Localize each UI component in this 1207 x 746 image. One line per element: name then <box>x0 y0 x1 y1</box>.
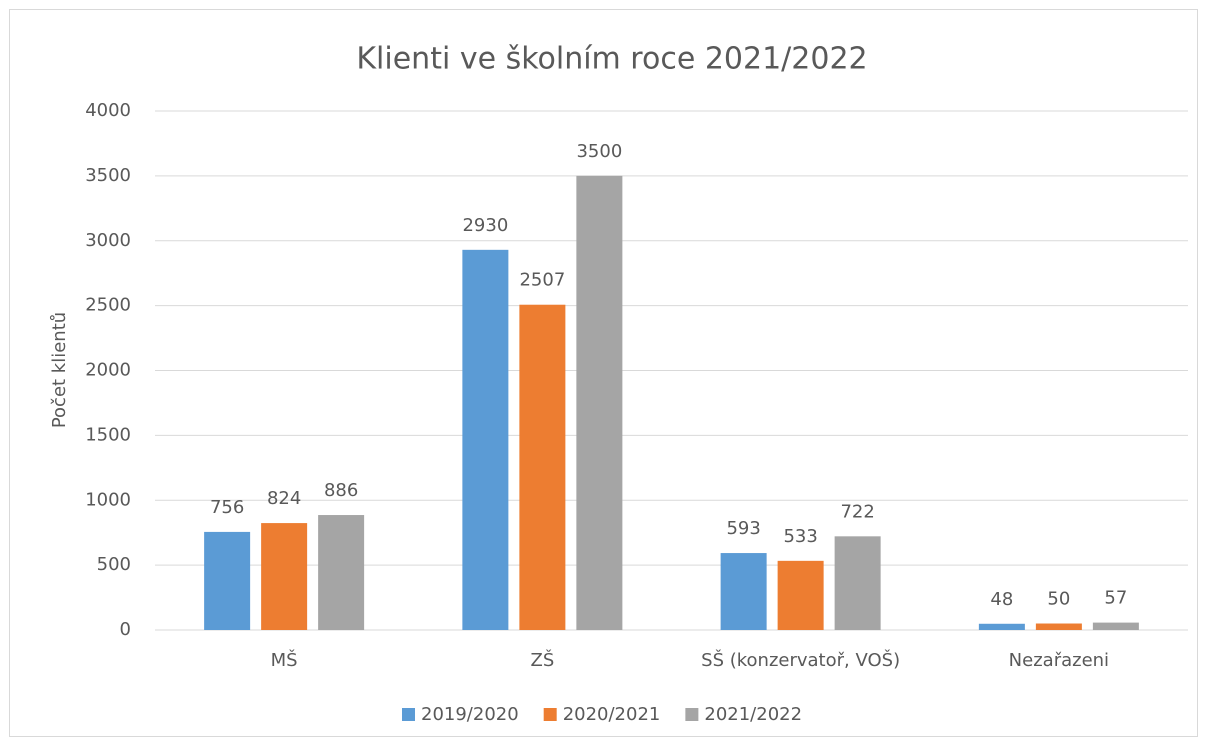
y-tick-label: 2000 <box>85 360 131 381</box>
x-tick-label: ZŠ <box>530 649 554 671</box>
data-label: 50 <box>1047 589 1070 610</box>
bar <box>261 523 308 630</box>
data-label: 2930 <box>462 215 508 236</box>
data-label: 824 <box>267 488 301 509</box>
bar <box>462 249 509 630</box>
chart-title: Klienti ve školním roce 2021/2022 <box>356 42 867 77</box>
data-label: 533 <box>783 526 817 547</box>
legend-swatch <box>402 708 415 721</box>
bar <box>777 560 824 630</box>
y-tick-label: 3000 <box>85 230 131 251</box>
bar <box>204 531 251 630</box>
x-tick-label: SŠ (konzervatoř, VOŠ) <box>701 649 900 671</box>
x-tick-label: Nezařazeni <box>1009 650 1109 671</box>
y-tick-label: 1500 <box>85 424 131 445</box>
y-tick-label: 2500 <box>85 295 131 316</box>
data-label: 48 <box>990 589 1013 610</box>
data-label: 722 <box>840 501 874 522</box>
data-label: 756 <box>210 497 244 518</box>
x-tick-label: MŠ <box>271 649 298 671</box>
bar <box>1092 622 1139 630</box>
data-label: 593 <box>726 518 760 539</box>
bar <box>1035 623 1082 630</box>
legend-label: 2021/2022 <box>704 704 802 725</box>
bar <box>519 304 566 630</box>
legend-swatch <box>685 708 699 721</box>
data-label: 2507 <box>519 270 565 291</box>
y-axis-label: Počet klientů <box>49 312 70 428</box>
bar <box>834 536 881 630</box>
y-tick-label: 500 <box>97 554 131 575</box>
legend-label: 2020/2021 <box>563 704 661 725</box>
bar <box>576 175 623 630</box>
y-tick-label: 1000 <box>85 489 131 510</box>
legend-swatch <box>543 708 557 721</box>
data-label: 886 <box>324 480 358 501</box>
y-tick-label: 0 <box>120 619 131 640</box>
bar <box>978 623 1025 630</box>
data-label: 57 <box>1104 588 1127 609</box>
bar <box>318 515 365 630</box>
legend-label: 2019/2020 <box>421 704 519 725</box>
data-label: 3500 <box>576 141 622 162</box>
bar <box>720 553 767 630</box>
y-tick-label: 4000 <box>85 100 131 121</box>
y-tick-label: 3500 <box>85 165 131 186</box>
